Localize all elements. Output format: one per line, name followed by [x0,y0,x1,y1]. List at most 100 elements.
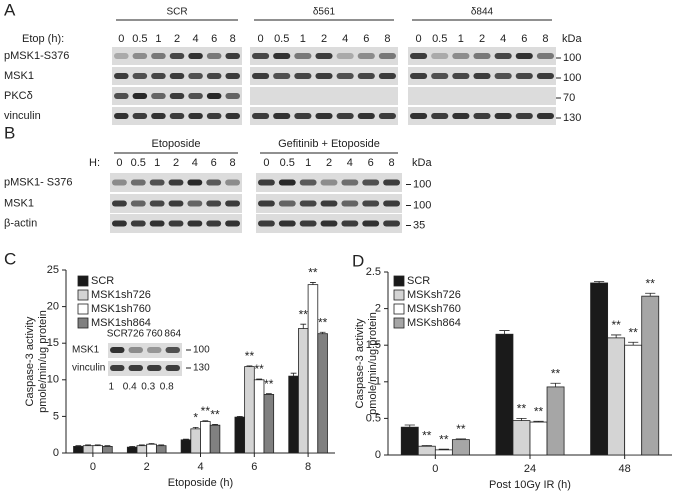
blot-band [336,113,354,119]
time-point: 6 [521,33,527,45]
legend-label: MSK1sh760 [91,303,151,315]
blot-band [294,73,312,79]
blot-band [110,347,125,353]
blot-band [206,200,222,207]
time-point: 4 [500,33,506,45]
time-point: 6 [368,157,374,169]
error-bar [421,445,432,447]
blot-band [130,200,146,207]
inset-row-label: vinculin [72,363,105,374]
blot-band [168,200,184,207]
blot-band [452,53,470,59]
legend-swatch [393,275,405,287]
blot-band [132,93,148,99]
row-label: vinculin [4,110,41,122]
legend-label: SCR [91,275,114,287]
blot-band [299,220,317,227]
blot-band [252,53,270,59]
error-bar [75,445,82,447]
inset-header: 760 [146,329,163,340]
blot-band [431,113,449,119]
time-point: 8 [384,33,390,45]
significance-label: ** [254,362,264,376]
error-bar [310,282,316,285]
blot-band [188,113,203,119]
blot-band [336,73,354,79]
blot-background [256,173,402,192]
y-tick-label: 20 [47,301,59,313]
blot-band [225,53,240,59]
time-point: 6 [211,157,217,169]
significance-label: ** [210,408,220,422]
group-label: SCR [166,7,187,18]
time-point: 0.5 [274,33,289,45]
blot-band [494,73,512,79]
error-bar [212,424,218,426]
error-bar [148,443,155,445]
legend-swatch [77,289,89,301]
y-axis-label: Caspase-3 activity [24,316,36,406]
blot-band [362,220,380,227]
blot-background [108,361,182,376]
blot-band [320,200,338,207]
significance-label: ** [629,325,639,339]
blot-band [130,220,146,227]
blot-band [410,53,428,59]
blot-band [357,53,375,59]
blot-band [273,73,291,79]
blot-band [536,113,554,119]
bar [136,445,148,454]
blot-band [294,53,312,59]
time-point: 8 [230,157,236,169]
blot-band [112,220,127,227]
significance-label: ** [646,276,656,290]
x-tick-label: 2 [144,461,150,473]
significance-label: ** [551,366,561,380]
bar [92,445,103,454]
error-bar [129,446,136,448]
blot-band [278,220,296,227]
y-tick-label: 1.5 [366,339,381,351]
inset-ratio: 0.3 [141,382,155,393]
blot-band [165,365,180,371]
blot-band [383,200,400,207]
blot-band [515,73,533,79]
blot-band [299,200,317,207]
error-bar [593,281,605,283]
blot-band [341,220,359,227]
time-point: 4 [342,33,348,45]
blot-band [252,113,270,119]
blot-band [169,53,185,59]
blot-background [108,343,182,358]
blot-band [188,73,203,79]
significance-label: ** [517,402,527,416]
blot-band [452,73,470,79]
blot-band [206,220,222,227]
error-bar [202,420,209,422]
blot-band [169,113,185,119]
blot-band [149,220,165,227]
y-axis-label: pmole/min/ug protein [367,312,379,415]
significance-label: ** [456,422,466,436]
y-tick-label: 1 [375,376,381,388]
mw-label: 35 [413,219,425,231]
group-label: δ844 [471,7,494,18]
blot-band [273,53,291,59]
time-label: H: [89,157,100,169]
panel-label: A [4,0,16,19]
time-point: 0.5 [280,157,295,169]
group-label: δ561 [313,7,336,18]
blot-band [128,365,143,371]
error-bar [265,393,272,395]
bar [253,379,265,454]
error-bar [94,444,101,446]
x-tick-label: 48 [619,463,631,475]
blot-band [378,73,396,79]
blot-band [341,200,359,207]
time-point: 4 [193,33,199,45]
blot-band [383,220,400,227]
kda-label: kDa [412,157,432,169]
bar [317,333,328,454]
significance-label: ** [308,266,318,280]
